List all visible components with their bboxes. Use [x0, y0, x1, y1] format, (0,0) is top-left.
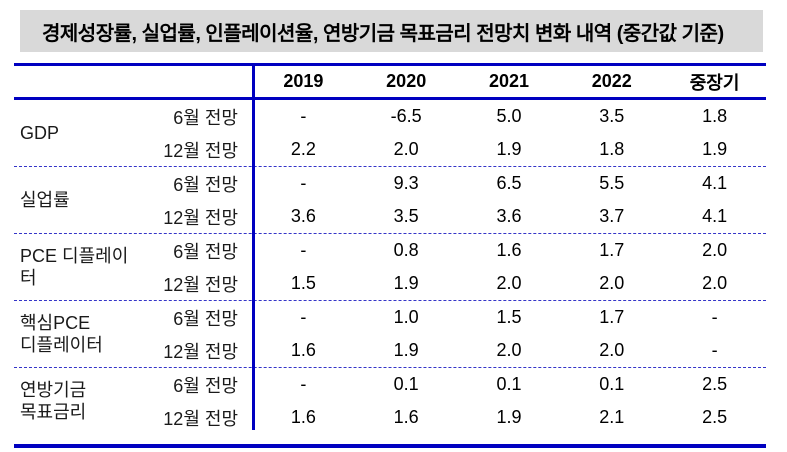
section-unemployment: 실업률 6월 전망 - 9.3 6.5 5.5 4.1 12월 전망 3.6 3…	[14, 167, 766, 234]
cell-ffr-june-2021: 0.1	[496, 374, 522, 394]
cell-ffr-dec-2020: 1.6	[393, 407, 419, 427]
table-top-rule	[14, 63, 766, 66]
row-label-june: 6월 전망	[173, 241, 238, 262]
cell-ffr-dec-2022: 2.1	[599, 407, 625, 427]
cell-gdp-dec-longrun: 1.9	[702, 139, 728, 159]
table-title-bar: 경제성장률, 실업률, 인플레이션율, 연방기금 목표금리 전망치 변화 내역 …	[20, 10, 763, 52]
cell-corepce-june-longrun: -	[711, 307, 718, 327]
cell-pce-june-2022: 1.7	[599, 240, 625, 260]
table-bottom-rule	[14, 444, 766, 448]
cell-ffr-dec-longrun: 2.5	[702, 407, 728, 427]
section-gdp: GDP 6월 전망 - -6.5 5.0 3.5 1.8 12월 전망 2.2 …	[14, 100, 766, 167]
cell-gdp-june-longrun: 1.8	[702, 106, 728, 126]
column-header-longrun: 중장기	[689, 72, 740, 93]
cell-pce-dec-2019: 1.5	[290, 273, 316, 293]
row-category-unemployment: 실업률	[20, 189, 70, 210]
cell-gdp-june-2022: 3.5	[599, 106, 625, 126]
cell-unemp-dec-2020: 3.5	[393, 206, 419, 226]
row-label-june: 6월 전망	[173, 375, 238, 396]
page-title: 경제성장률, 실업률, 인플레이션율, 연방기금 목표금리 전망치 변화 내역 …	[42, 22, 724, 45]
cell-corepce-june-2020: 1.0	[393, 307, 419, 327]
cell-corepce-dec-longrun: -	[711, 340, 718, 360]
cell-pce-june-2021: 1.6	[496, 240, 522, 260]
cell-gdp-june-2020: -6.5	[390, 106, 422, 126]
cell-ffr-dec-2021: 1.9	[496, 407, 522, 427]
row-category-pce: PCE 디플레이터	[20, 245, 129, 289]
header-empty-category	[14, 66, 140, 97]
cell-pce-june-2020: 0.8	[393, 240, 419, 260]
section-pce-deflator: PCE 디플레이터 6월 전망 - 0.8 1.6 1.7 2.0 12월 전망…	[14, 234, 766, 301]
row-label-december: 12월 전망	[163, 274, 238, 295]
cell-corepce-dec-2020: 1.9	[393, 340, 419, 360]
cell-pce-dec-longrun: 2.0	[702, 273, 728, 293]
cell-ffr-june-2020: 0.1	[393, 374, 419, 394]
cell-unemp-june-longrun: 4.1	[702, 173, 728, 193]
forecast-table: 2019 2020 2021 2022 중장기 GDP 6월 전망 - -6.5…	[14, 63, 766, 448]
cell-unemp-june-2019: -	[300, 173, 307, 193]
cell-unemp-june-2022: 5.5	[599, 173, 625, 193]
cell-gdp-dec-2019: 2.2	[290, 139, 316, 159]
vertical-divider-rule	[252, 63, 255, 430]
row-label-december: 12월 전망	[163, 207, 238, 228]
column-header-2020: 2020	[386, 71, 427, 91]
column-header-2022: 2022	[591, 71, 632, 91]
row-category-gdp: GDP	[20, 122, 60, 143]
section-fed-funds-rate: 연방기금 목표금리 6월 전망 - 0.1 0.1 0.1 2.5 12월 전망…	[14, 368, 766, 434]
row-category-fed-funds: 연방기금 목표금리	[20, 379, 87, 423]
cell-gdp-dec-2020: 2.0	[393, 139, 419, 159]
cell-ffr-june-longrun: 2.5	[702, 374, 728, 394]
cell-ffr-dec-2019: 1.6	[290, 407, 316, 427]
cell-unemp-dec-2022: 3.7	[599, 206, 625, 226]
table-header-row: 2019 2020 2021 2022 중장기	[14, 66, 766, 97]
cell-unemp-dec-2019: 3.6	[290, 206, 316, 226]
cell-pce-dec-2020: 1.9	[393, 273, 419, 293]
cell-ffr-june-2022: 0.1	[599, 374, 625, 394]
cell-corepce-dec-2022: 2.0	[599, 340, 625, 360]
row-label-december: 12월 전망	[163, 408, 238, 429]
cell-unemp-june-2021: 6.5	[496, 173, 522, 193]
row-category-core-pce: 핵심PCE 디플레이터	[20, 312, 103, 356]
row-label-december: 12월 전망	[163, 140, 238, 161]
header-bottom-rule	[14, 97, 766, 100]
cell-corepce-dec-2021: 2.0	[496, 340, 522, 360]
cell-pce-june-2019: -	[300, 240, 307, 260]
row-label-june: 6월 전망	[173, 107, 238, 128]
cell-gdp-dec-2021: 1.9	[496, 139, 522, 159]
row-label-june: 6월 전망	[173, 308, 238, 329]
section-core-pce-deflator: 핵심PCE 디플레이터 6월 전망 - 1.0 1.5 1.7 - 12월 전망…	[14, 301, 766, 368]
cell-corepce-june-2022: 1.7	[599, 307, 625, 327]
cell-gdp-june-2021: 5.0	[496, 106, 522, 126]
cell-gdp-june-2019: -	[300, 106, 307, 126]
cell-corepce-june-2021: 1.5	[496, 307, 522, 327]
cell-unemp-dec-longrun: 4.1	[702, 206, 728, 226]
cell-unemp-june-2020: 9.3	[393, 173, 419, 193]
row-label-june: 6월 전망	[173, 174, 238, 195]
cell-unemp-dec-2021: 3.6	[496, 206, 522, 226]
column-header-2019: 2019	[283, 71, 324, 91]
cell-pce-dec-2022: 2.0	[599, 273, 625, 293]
cell-corepce-june-2019: -	[300, 307, 307, 327]
cell-gdp-dec-2022: 1.8	[599, 139, 625, 159]
cell-corepce-dec-2019: 1.6	[290, 340, 316, 360]
row-label-december: 12월 전망	[163, 341, 238, 362]
cell-pce-june-longrun: 2.0	[702, 240, 728, 260]
cell-pce-dec-2021: 2.0	[496, 273, 522, 293]
cell-ffr-june-2019: -	[300, 374, 307, 394]
header-empty-label	[140, 66, 252, 97]
column-header-2021: 2021	[488, 71, 530, 91]
